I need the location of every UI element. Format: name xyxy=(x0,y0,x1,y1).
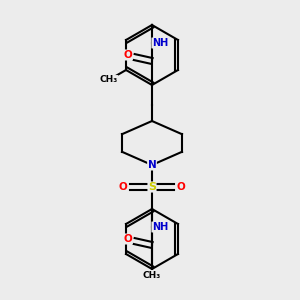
Text: CH₃: CH₃ xyxy=(143,271,161,280)
Text: NH: NH xyxy=(152,222,168,232)
Text: O: O xyxy=(118,182,127,192)
Text: CH₃: CH₃ xyxy=(100,76,118,85)
Text: O: O xyxy=(124,50,132,60)
Text: S: S xyxy=(148,182,156,192)
Text: NH: NH xyxy=(152,38,168,48)
Text: N: N xyxy=(148,160,156,170)
Text: O: O xyxy=(124,234,132,244)
Text: O: O xyxy=(177,182,185,192)
